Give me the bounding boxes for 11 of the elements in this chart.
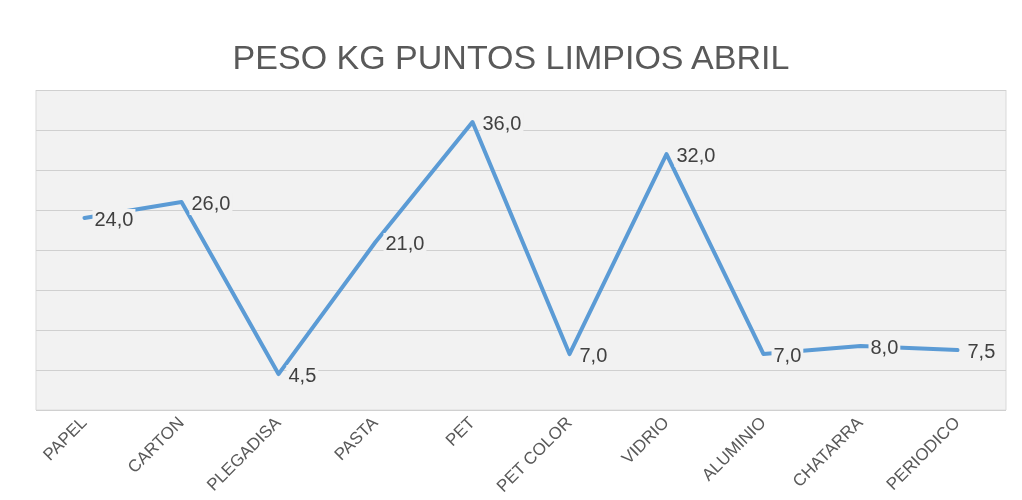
data-label: 32,0 (676, 143, 716, 166)
data-label: 8,0 (870, 335, 899, 358)
data-label: 36,0 (482, 111, 522, 134)
data-label: 7,0 (579, 343, 608, 366)
data-label: 4,5 (288, 363, 317, 386)
data-label: 24,0 (94, 207, 134, 230)
data-label: 21,0 (385, 231, 425, 254)
data-label: 26,0 (191, 191, 231, 214)
data-label: 7,0 (773, 343, 802, 366)
data-label: 7,5 (967, 339, 996, 362)
chart-title: PESO KG PUNTOS LIMPIOS ABRIL (231, 38, 791, 77)
